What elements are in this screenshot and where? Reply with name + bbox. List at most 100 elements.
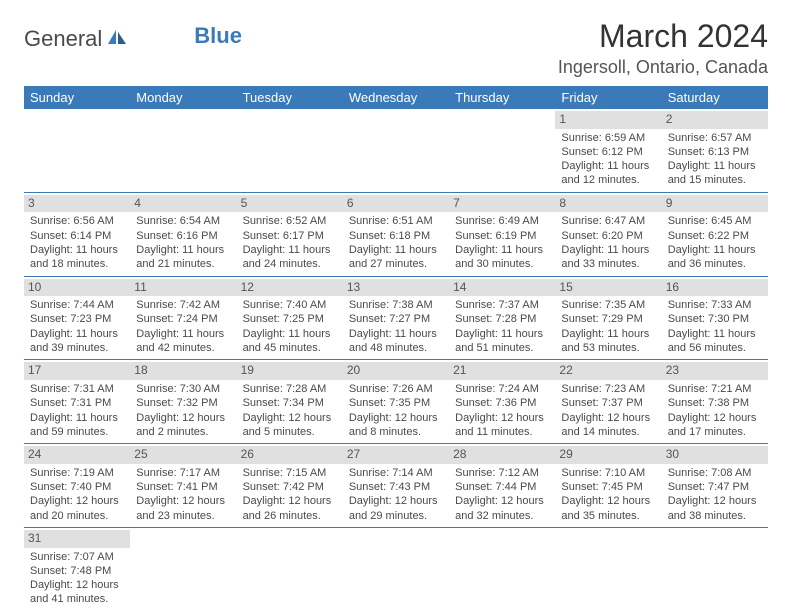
sunrise-text: Sunrise: 6:54 AM [136,214,230,228]
sunrise-text: Sunrise: 7:30 AM [136,382,230,396]
calendar-cell: 26Sunrise: 7:15 AMSunset: 7:42 PMDayligh… [237,444,343,528]
daylight-text: Daylight: 11 hours and 12 minutes. [561,159,655,188]
dh-tue: Tuesday [237,86,343,109]
sunset-text: Sunset: 6:17 PM [243,229,337,243]
sunrise-text: Sunrise: 6:45 AM [668,214,762,228]
calendar-cell: 10Sunrise: 7:44 AMSunset: 7:23 PMDayligh… [24,276,130,360]
sunrise-text: Sunrise: 6:47 AM [561,214,655,228]
sunset-text: Sunset: 7:31 PM [30,396,124,410]
sunset-text: Sunset: 7:41 PM [136,480,230,494]
day-number: 30 [662,446,768,464]
calendar-cell: 13Sunrise: 7:38 AMSunset: 7:27 PMDayligh… [343,276,449,360]
logo: General Blue [24,26,242,52]
daylight-text: Daylight: 11 hours and 21 minutes. [136,243,230,272]
sunrise-text: Sunrise: 7:42 AM [136,298,230,312]
day-number: 2 [662,111,768,129]
month-title: March 2024 [558,18,768,55]
day-number: 23 [662,362,768,380]
sunrise-text: Sunrise: 7:35 AM [561,298,655,312]
sunset-text: Sunset: 7:28 PM [455,312,549,326]
sunrise-text: Sunrise: 7:08 AM [668,466,762,480]
daylight-text: Daylight: 11 hours and 59 minutes. [30,411,124,440]
daylight-text: Daylight: 12 hours and 23 minutes. [136,494,230,523]
day-number: 11 [130,279,236,297]
day-number: 17 [24,362,130,380]
day-number: 20 [343,362,449,380]
calendar-cell [343,109,449,192]
sunrise-text: Sunrise: 7:15 AM [243,466,337,480]
calendar-cell: 5Sunrise: 6:52 AMSunset: 6:17 PMDaylight… [237,192,343,276]
calendar-row: 3Sunrise: 6:56 AMSunset: 6:14 PMDaylight… [24,192,768,276]
sunset-text: Sunset: 7:24 PM [136,312,230,326]
calendar-cell [343,527,449,610]
daylight-text: Daylight: 12 hours and 5 minutes. [243,411,337,440]
sunset-text: Sunset: 7:42 PM [243,480,337,494]
calendar-cell [662,527,768,610]
daylight-text: Daylight: 11 hours and 42 minutes. [136,327,230,356]
calendar-cell: 25Sunrise: 7:17 AMSunset: 7:41 PMDayligh… [130,444,236,528]
sunset-text: Sunset: 7:48 PM [30,564,124,578]
daylight-text: Daylight: 11 hours and 18 minutes. [30,243,124,272]
dh-fri: Friday [555,86,661,109]
calendar-row: 1Sunrise: 6:59 AMSunset: 6:12 PMDaylight… [24,109,768,192]
sunset-text: Sunset: 7:43 PM [349,480,443,494]
day-number: 8 [555,195,661,213]
calendar-cell [237,527,343,610]
daylight-text: Daylight: 11 hours and 48 minutes. [349,327,443,356]
sunrise-text: Sunrise: 6:57 AM [668,131,762,145]
day-number: 5 [237,195,343,213]
calendar-cell [449,109,555,192]
calendar-row: 17Sunrise: 7:31 AMSunset: 7:31 PMDayligh… [24,360,768,444]
daylight-text: Daylight: 12 hours and 41 minutes. [30,578,124,607]
day-number: 16 [662,279,768,297]
calendar-cell: 23Sunrise: 7:21 AMSunset: 7:38 PMDayligh… [662,360,768,444]
calendar-cell: 18Sunrise: 7:30 AMSunset: 7:32 PMDayligh… [130,360,236,444]
daylight-text: Daylight: 11 hours and 27 minutes. [349,243,443,272]
calendar-cell [24,109,130,192]
calendar-cell [130,109,236,192]
sunset-text: Sunset: 7:30 PM [668,312,762,326]
day-number: 4 [130,195,236,213]
daylight-text: Daylight: 11 hours and 33 minutes. [561,243,655,272]
day-number: 6 [343,195,449,213]
day-header-row: Sunday Monday Tuesday Wednesday Thursday… [24,86,768,109]
daylight-text: Daylight: 12 hours and 2 minutes. [136,411,230,440]
calendar-cell: 29Sunrise: 7:10 AMSunset: 7:45 PMDayligh… [555,444,661,528]
sunrise-text: Sunrise: 7:19 AM [30,466,124,480]
dh-mon: Monday [130,86,236,109]
sunset-text: Sunset: 6:16 PM [136,229,230,243]
sunset-text: Sunset: 6:14 PM [30,229,124,243]
dh-wed: Wednesday [343,86,449,109]
logo-text-blue: Blue [194,23,242,49]
daylight-text: Daylight: 11 hours and 51 minutes. [455,327,549,356]
daylight-text: Daylight: 12 hours and 14 minutes. [561,411,655,440]
day-number: 13 [343,279,449,297]
daylight-text: Daylight: 11 hours and 45 minutes. [243,327,337,356]
daylight-text: Daylight: 12 hours and 26 minutes. [243,494,337,523]
daylight-text: Daylight: 12 hours and 38 minutes. [668,494,762,523]
sunset-text: Sunset: 6:18 PM [349,229,443,243]
sunrise-text: Sunrise: 7:10 AM [561,466,655,480]
day-number: 22 [555,362,661,380]
day-number: 15 [555,279,661,297]
calendar-cell: 24Sunrise: 7:19 AMSunset: 7:40 PMDayligh… [24,444,130,528]
day-number: 1 [555,111,661,129]
sunset-text: Sunset: 7:25 PM [243,312,337,326]
daylight-text: Daylight: 11 hours and 56 minutes. [668,327,762,356]
calendar-cell: 12Sunrise: 7:40 AMSunset: 7:25 PMDayligh… [237,276,343,360]
sunrise-text: Sunrise: 7:37 AM [455,298,549,312]
calendar-cell: 4Sunrise: 6:54 AMSunset: 6:16 PMDaylight… [130,192,236,276]
calendar-cell: 3Sunrise: 6:56 AMSunset: 6:14 PMDaylight… [24,192,130,276]
calendar-cell [555,527,661,610]
dh-sun: Sunday [24,86,130,109]
sunrise-text: Sunrise: 6:49 AM [455,214,549,228]
calendar-cell: 7Sunrise: 6:49 AMSunset: 6:19 PMDaylight… [449,192,555,276]
day-number: 21 [449,362,555,380]
sunset-text: Sunset: 7:27 PM [349,312,443,326]
daylight-text: Daylight: 12 hours and 8 minutes. [349,411,443,440]
daylight-text: Daylight: 12 hours and 11 minutes. [455,411,549,440]
day-number: 14 [449,279,555,297]
sunrise-text: Sunrise: 7:28 AM [243,382,337,396]
sunset-text: Sunset: 7:37 PM [561,396,655,410]
dh-thu: Thursday [449,86,555,109]
